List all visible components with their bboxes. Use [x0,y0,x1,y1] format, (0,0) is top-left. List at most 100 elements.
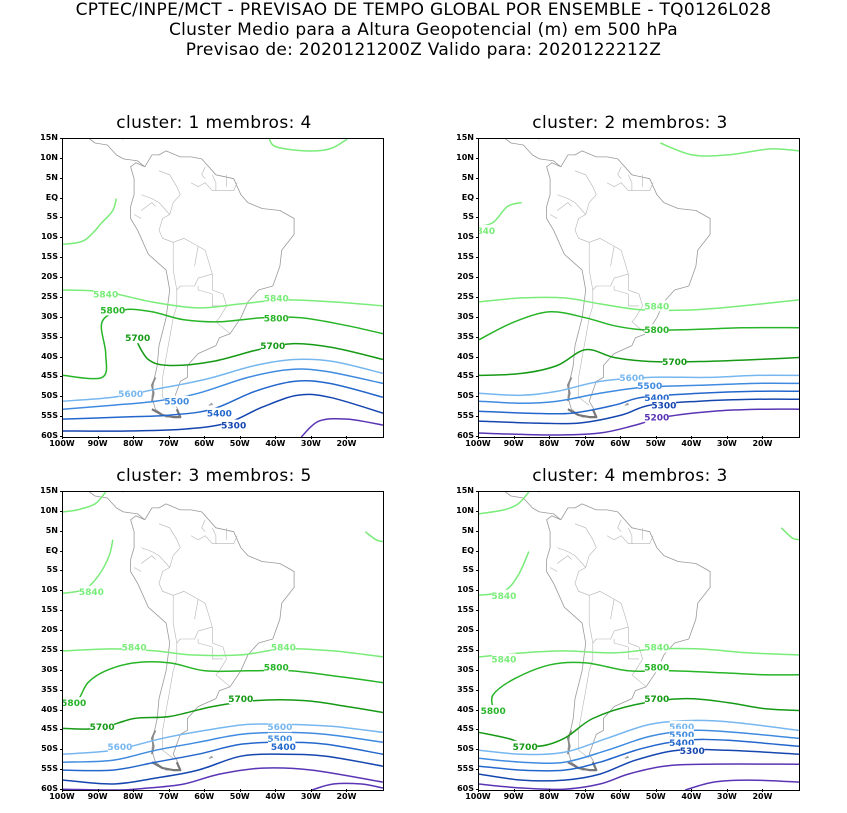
contour-label-bg [271,641,296,653]
lat-tick-label: 20S [457,625,474,635]
lat-tick [60,530,63,532]
contour-label-bg [271,740,296,752]
lat-tick-label: 10N [40,505,58,515]
lat-tick [60,217,63,219]
lat-tick [60,257,63,259]
contour-label-bg [267,732,292,744]
contour-label: 5300 [221,422,246,432]
lat-tick [60,649,63,651]
lon-tick [549,436,551,439]
lat-tick-label: 60S [41,784,58,793]
country-border [617,519,622,532]
contour-5840 [479,492,530,515]
lon-tick-label: 40W [265,792,286,801]
country-border [133,567,142,572]
coastline [504,492,562,521]
contour-label: 5500 [267,735,292,745]
contour-label-bg [90,720,115,732]
lat-tick-label: 15S [41,605,58,615]
lon-tick-label: 30W [300,439,321,448]
contour-label-bg [491,589,516,601]
country-border [190,535,238,544]
contour-label: 5300 [680,747,705,757]
lat-tick [60,296,63,298]
contour-label-bg [107,740,132,752]
contour-5840 [63,492,107,513]
contour-label: 5840 [122,644,147,654]
lat-tick [476,257,479,259]
lon-tick [168,436,170,439]
lat-tick-label: 5S [46,565,58,575]
lon-tick-label: 70W [574,792,595,801]
lat-tick [60,416,63,418]
lat-tick [476,749,479,751]
lon-tick-label: 30W [300,792,321,801]
lat-tick [60,138,63,139]
contour-label: 5500 [669,731,694,741]
lon-tick-label: 100W [465,439,491,448]
coastline [130,503,295,771]
lat-tick [60,550,63,552]
lat-tick-label: 15S [457,605,474,615]
country-border [574,567,647,687]
falkland-islands [208,755,213,759]
lon-tick [762,789,764,792]
header-line-2: Cluster Medio para a Altura Geopotencial… [168,20,679,40]
lon-tick [204,789,206,792]
contour-5840 [268,139,348,152]
lat-tick-label: 35S [41,684,58,694]
lat-tick-label: 40S [41,351,58,361]
contour-label: 5840 [644,302,669,312]
country-border [610,246,615,267]
lat-tick [60,610,63,612]
lat-tick-label: 50S [41,744,58,754]
contour-label: 5600 [669,723,694,733]
lat-tick-label: 50S [41,391,58,401]
lon-tick-label: 70W [158,792,179,801]
country-border [212,174,217,191]
lon-tick-label: 60W [194,792,215,801]
contour-label-bg [637,379,662,391]
lat-tick [476,689,479,691]
contour-label: 5800 [644,326,669,336]
lat-tick-label: 35S [457,331,474,341]
contour-label-bg [644,324,669,336]
lon-tick-label: 90W [87,792,108,801]
contour-5840 [63,539,114,595]
country-border [201,166,206,179]
cluster-panel-1: cluster: 1 membros: 4 5840 5840 5800 5800 570… [4,110,424,460]
contour-5700 [135,339,383,367]
lat-tick [60,436,63,437]
contour-label-bg [264,292,289,304]
country-border [557,170,597,215]
lon-tick-label: 80W [539,792,560,801]
lat-tick [476,630,479,632]
panel-title: cluster: 3 membros: 5 [116,466,312,486]
contour-5840 [479,551,530,597]
lat-tick [60,316,63,318]
contour-5500 [479,729,799,764]
lon-tick-label: 70W [574,439,595,448]
lat-tick [60,630,63,632]
map-canvas: 5840 5840 5840 5800 5800 5700 5700 560055005400… [479,492,799,790]
contour-label: 5840 [79,588,104,598]
country-border [197,286,223,307]
lon-tick [275,789,277,792]
contour-5840 [479,296,799,312]
contour-label: 5840 [264,294,289,304]
lat-tick [60,237,63,239]
lon-tick-label: 20W [752,792,773,801]
lat-tick-label: 45S [457,371,474,381]
contour-label-bg [260,340,285,352]
lat-tick [476,416,479,418]
lat-tick-label: 5S [462,565,474,575]
country-border [549,214,558,219]
lon-tick [655,789,657,792]
lat-tick-label: EQ [45,192,58,202]
lat-tick-label: 60S [457,431,474,440]
lon-tick [62,789,63,792]
contour-5300 [63,393,383,432]
lat-tick [476,610,479,612]
contour-label: 5700 [662,358,687,368]
contour-label-bg [100,304,125,316]
